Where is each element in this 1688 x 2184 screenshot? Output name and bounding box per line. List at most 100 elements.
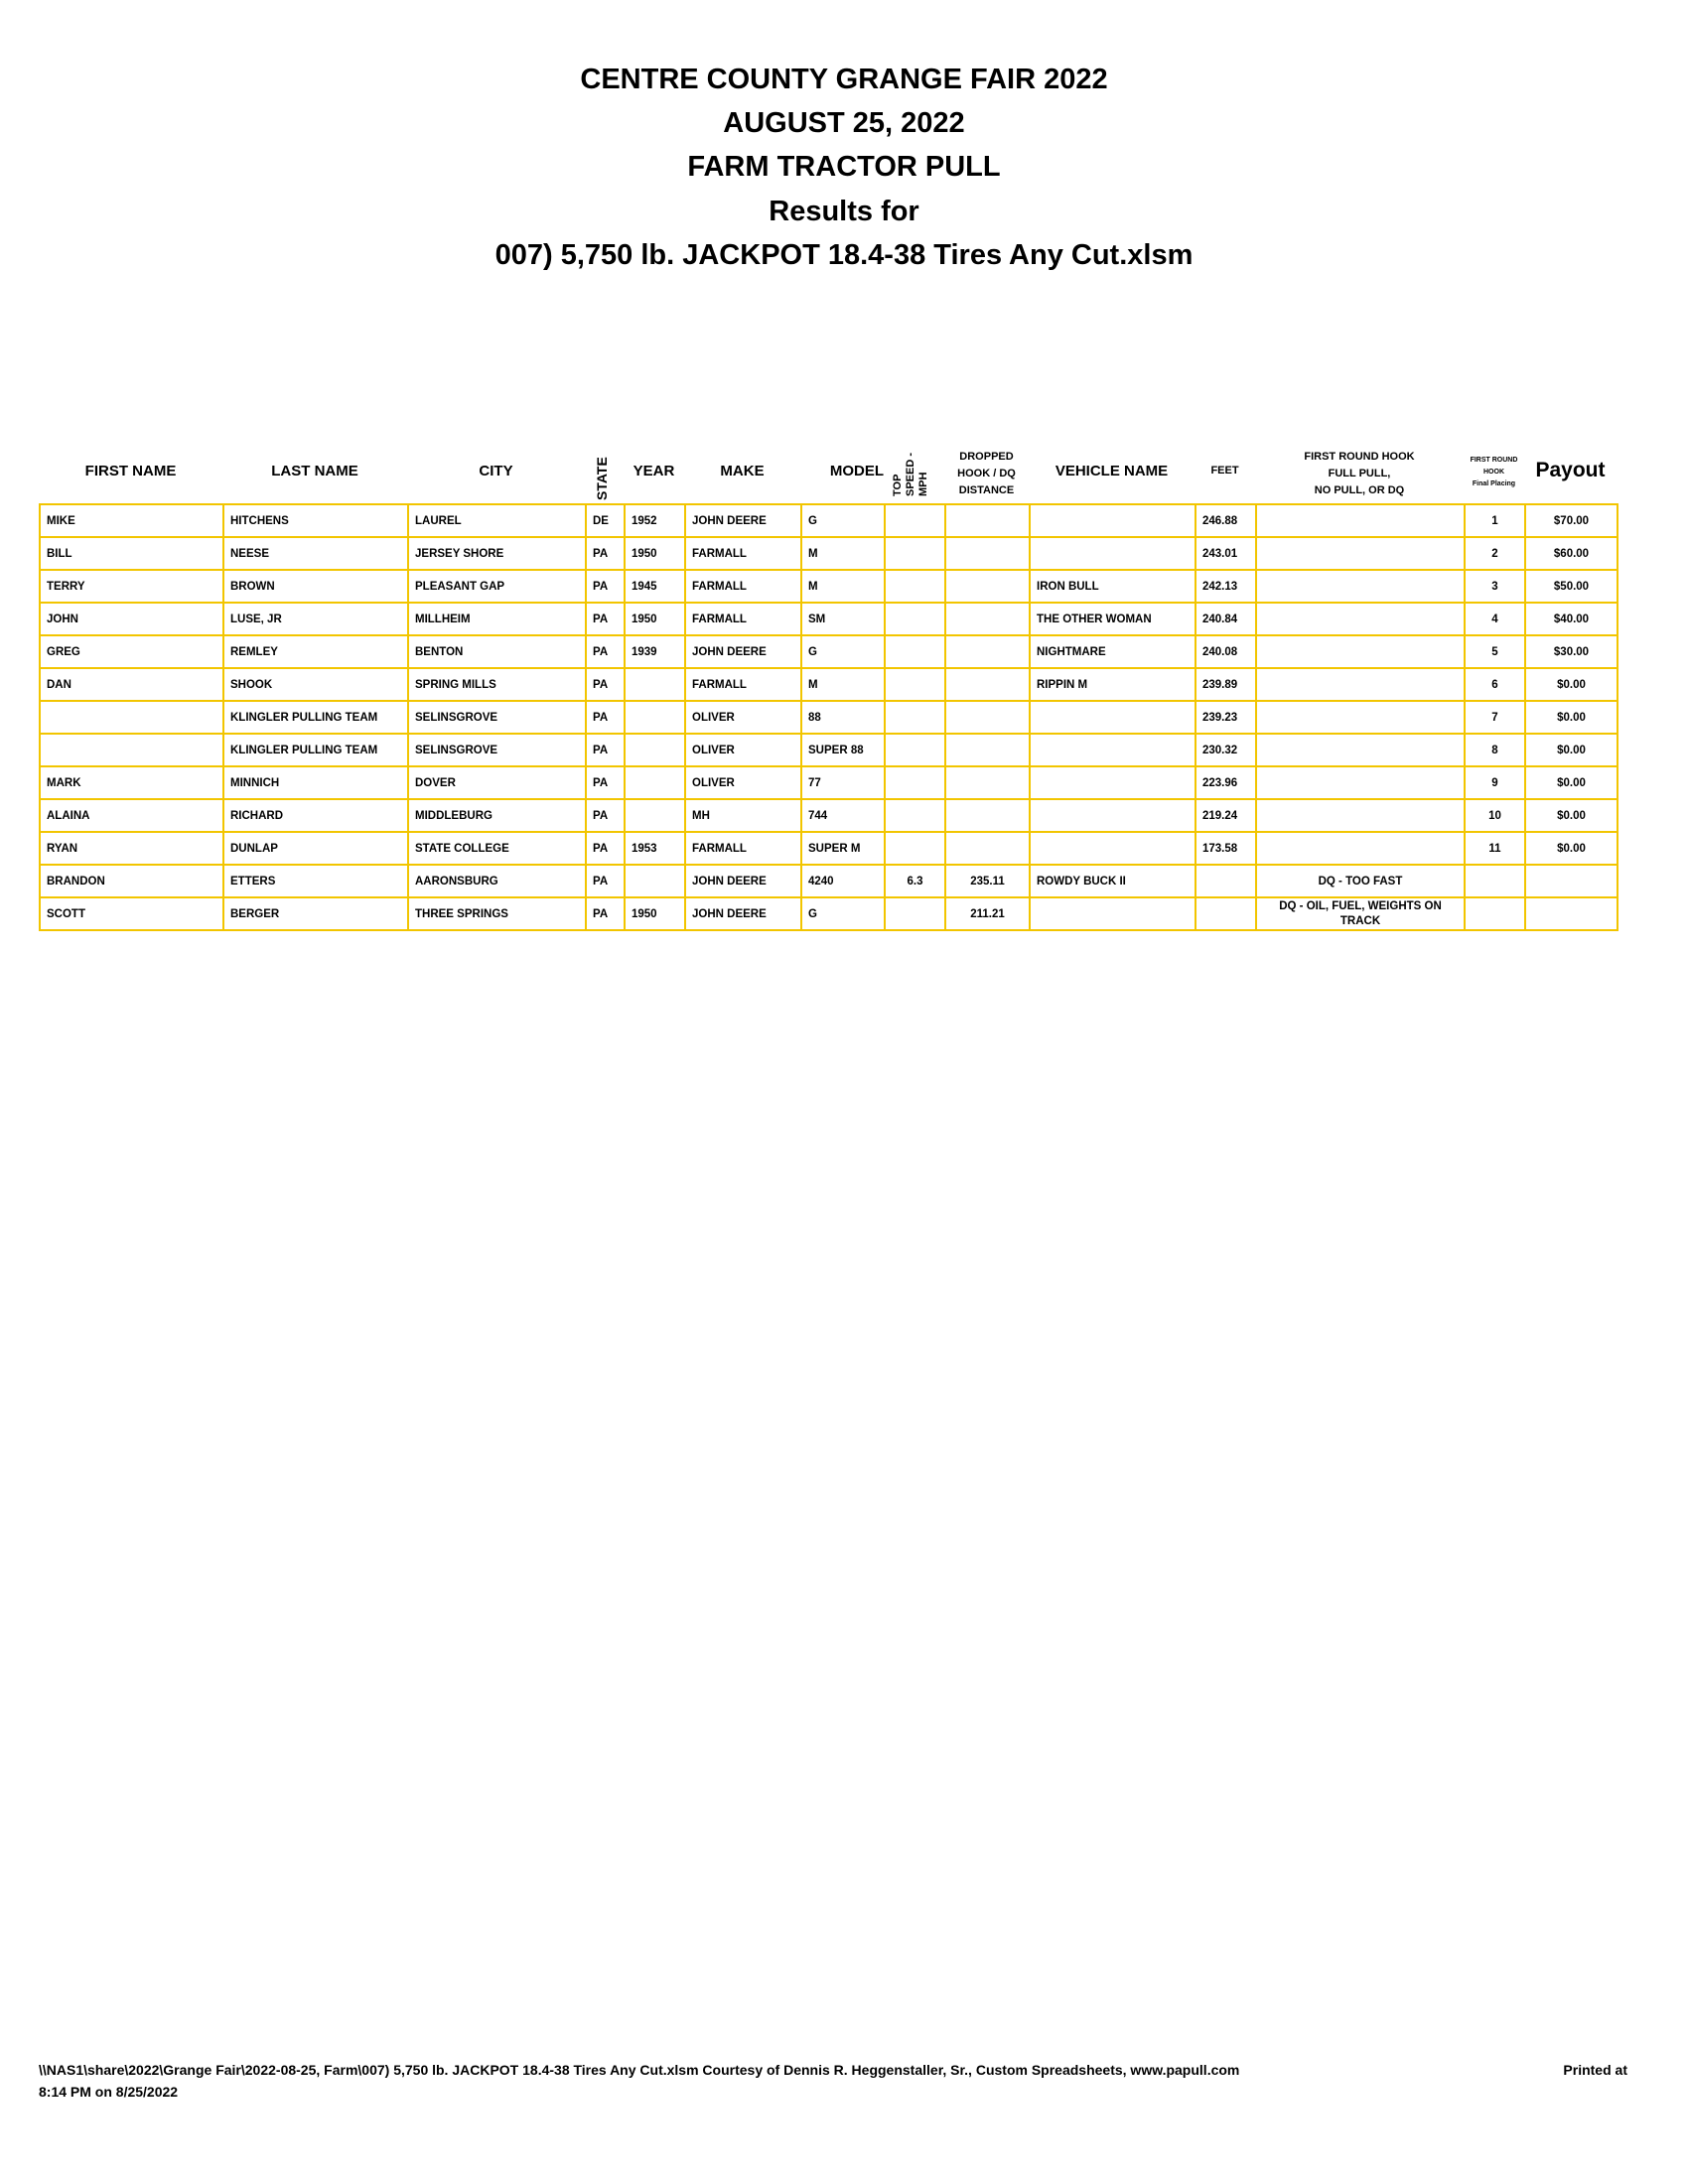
cell-top-speed: 6.3	[884, 864, 946, 898]
cell-first-name: BILL	[39, 536, 224, 571]
cell-city: BENTON	[407, 634, 587, 669]
header-first-round-line: FIRST ROUND HOOK	[1304, 451, 1415, 463]
cell-state: PA	[585, 896, 626, 931]
cell-first-name: SCOTT	[39, 896, 224, 931]
cell-last-name: RICHARD	[222, 798, 409, 833]
cell-state: PA	[585, 667, 626, 702]
cell-first-round-result	[1255, 831, 1466, 866]
cell-first-round-result	[1255, 798, 1466, 833]
cell-last-name: LUSE, JR	[222, 602, 409, 636]
cell-payout: $0.00	[1524, 733, 1618, 767]
cell-year: 1953	[624, 831, 686, 866]
title-results-for: Results for	[769, 196, 919, 227]
table-row: KLINGLER PULLING TEAM SELINSGROVE PA OLIVER…	[39, 700, 1618, 735]
cell-dropped-distance	[944, 831, 1031, 866]
header-first-round-line: NO PULL, OR DQ	[1314, 484, 1405, 496]
cell-state: PA	[585, 602, 626, 636]
header-top-speed: TOP SPEED - MPH	[892, 452, 929, 496]
cell-last-name: BERGER	[222, 896, 409, 931]
header-payout: Payout	[1535, 459, 1606, 481]
cell-city: SELINSGROVE	[407, 700, 587, 735]
cell-vehicle-name	[1029, 700, 1196, 735]
cell-year: 1952	[624, 503, 686, 538]
cell-placing: 1	[1464, 503, 1526, 538]
cell-first-round-result: DQ - TOO FAST	[1255, 864, 1466, 898]
cell-payout: $0.00	[1524, 700, 1618, 735]
cell-year: 1950	[624, 536, 686, 571]
cell-last-name: ETTERS	[222, 864, 409, 898]
header-make: MAKE	[720, 463, 765, 479]
cell-payout: $0.00	[1524, 798, 1618, 833]
cell-last-name: MINNICH	[222, 765, 409, 800]
cell-first-round-result	[1255, 700, 1466, 735]
footer-printed-time: 8:14 PM on 8/25/2022	[39, 2084, 179, 2100]
cell-top-speed	[884, 503, 946, 538]
cell-make: JOHN DEERE	[684, 896, 802, 931]
cell-last-name: KLINGLER PULLING TEAM	[222, 700, 409, 735]
cell-placing: 7	[1464, 700, 1526, 735]
cell-placing: 11	[1464, 831, 1526, 866]
cell-make: FARMALL	[684, 831, 802, 866]
cell-make: MH	[684, 798, 802, 833]
cell-first-round-result: DQ - OIL, FUEL, WEIGHTS ON TRACK	[1255, 896, 1466, 931]
cell-year	[624, 733, 686, 767]
cell-year: 1945	[624, 569, 686, 604]
cell-city: DOVER	[407, 765, 587, 800]
cell-first-name: JOHN	[39, 602, 224, 636]
cell-city: JERSEY SHORE	[407, 536, 587, 571]
cell-payout: $70.00	[1524, 503, 1618, 538]
cell-top-speed	[884, 536, 946, 571]
cell-year	[624, 667, 686, 702]
title-fair: CENTRE COUNTY GRANGE FAIR 2022	[580, 64, 1108, 95]
cell-state: PA	[585, 634, 626, 669]
cell-dropped-distance	[944, 765, 1031, 800]
cell-vehicle-name	[1029, 503, 1196, 538]
cell-placing: 3	[1464, 569, 1526, 604]
cell-feet: 246.88	[1195, 503, 1257, 538]
cell-model: SUPER M	[800, 831, 886, 866]
cell-placing: 4	[1464, 602, 1526, 636]
header-feet: FEET	[1210, 465, 1239, 477]
cell-feet: 243.01	[1195, 536, 1257, 571]
cell-state: PA	[585, 569, 626, 604]
table-row: BRANDON ETTERS AARONSBURG PA JOHN DEERE 4240 6…	[39, 864, 1618, 898]
cell-feet: 223.96	[1195, 765, 1257, 800]
cell-payout: $60.00	[1524, 536, 1618, 571]
cell-first-name: GREG	[39, 634, 224, 669]
header-last-name: LAST NAME	[271, 463, 358, 479]
cell-feet: 242.13	[1195, 569, 1257, 604]
cell-placing: 9	[1464, 765, 1526, 800]
cell-city: SELINSGROVE	[407, 733, 587, 767]
cell-dropped-distance	[944, 798, 1031, 833]
table-row: MIKE HITCHENS LAUREL DE 1952 JOHN DEERE G 246.8…	[39, 503, 1618, 538]
table-row: DAN SHOOK SPRING MILLS PA FARMALL M RIPPIN M 23…	[39, 667, 1618, 702]
header-placing: FIRST ROUND HOOK Final Placing	[1464, 455, 1524, 490]
cell-year	[624, 798, 686, 833]
header-first-round: FIRST ROUND HOOK FULL PULL, NO PULL, OR DQ	[1255, 449, 1464, 499]
cell-top-speed	[884, 831, 946, 866]
cell-first-name: BRANDON	[39, 864, 224, 898]
cell-top-speed	[884, 896, 946, 931]
cell-feet: 239.89	[1195, 667, 1257, 702]
cell-placing: 8	[1464, 733, 1526, 767]
cell-payout: $0.00	[1524, 765, 1618, 800]
cell-model: G	[800, 896, 886, 931]
cell-make: FARMALL	[684, 602, 802, 636]
cell-dropped-distance	[944, 536, 1031, 571]
cell-top-speed	[884, 700, 946, 735]
cell-year: 1939	[624, 634, 686, 669]
cell-feet: 219.24	[1195, 798, 1257, 833]
cell-placing: 10	[1464, 798, 1526, 833]
header-placing-line: HOOK	[1483, 469, 1504, 476]
cell-state: PA	[585, 798, 626, 833]
cell-placing: 2	[1464, 536, 1526, 571]
cell-first-round-result	[1255, 602, 1466, 636]
cell-feet	[1195, 896, 1257, 931]
cell-state: PA	[585, 700, 626, 735]
cell-first-name: MARK	[39, 765, 224, 800]
cell-payout: $50.00	[1524, 569, 1618, 604]
cell-last-name: KLINGLER PULLING TEAM	[222, 733, 409, 767]
cell-first-name: DAN	[39, 667, 224, 702]
cell-feet	[1195, 864, 1257, 898]
cell-last-name: SHOOK	[222, 667, 409, 702]
